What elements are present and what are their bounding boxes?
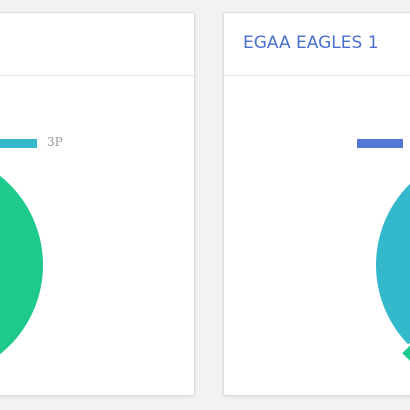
pie-slice-green[interactable] [0,151,43,379]
pie-slice-teal[interactable] [376,151,410,379]
pie-slice-green[interactable] [402,265,410,371]
legend-label-3p[interactable]: 3P [47,135,63,149]
card-header: EGAA EAGLES 1 [224,13,410,76]
card-header [0,13,194,76]
team-chart-card-right: EGAA EAGLES 1 [223,12,410,396]
pie-chart-right [376,151,410,379]
pie-chart-left [0,151,43,379]
team-chart-card-left: 3P [0,12,195,396]
legend-swatch-3p[interactable] [0,139,37,148]
card-title: EGAA EAGLES 1 [243,33,379,53]
legend-swatch-blue[interactable] [357,139,403,148]
